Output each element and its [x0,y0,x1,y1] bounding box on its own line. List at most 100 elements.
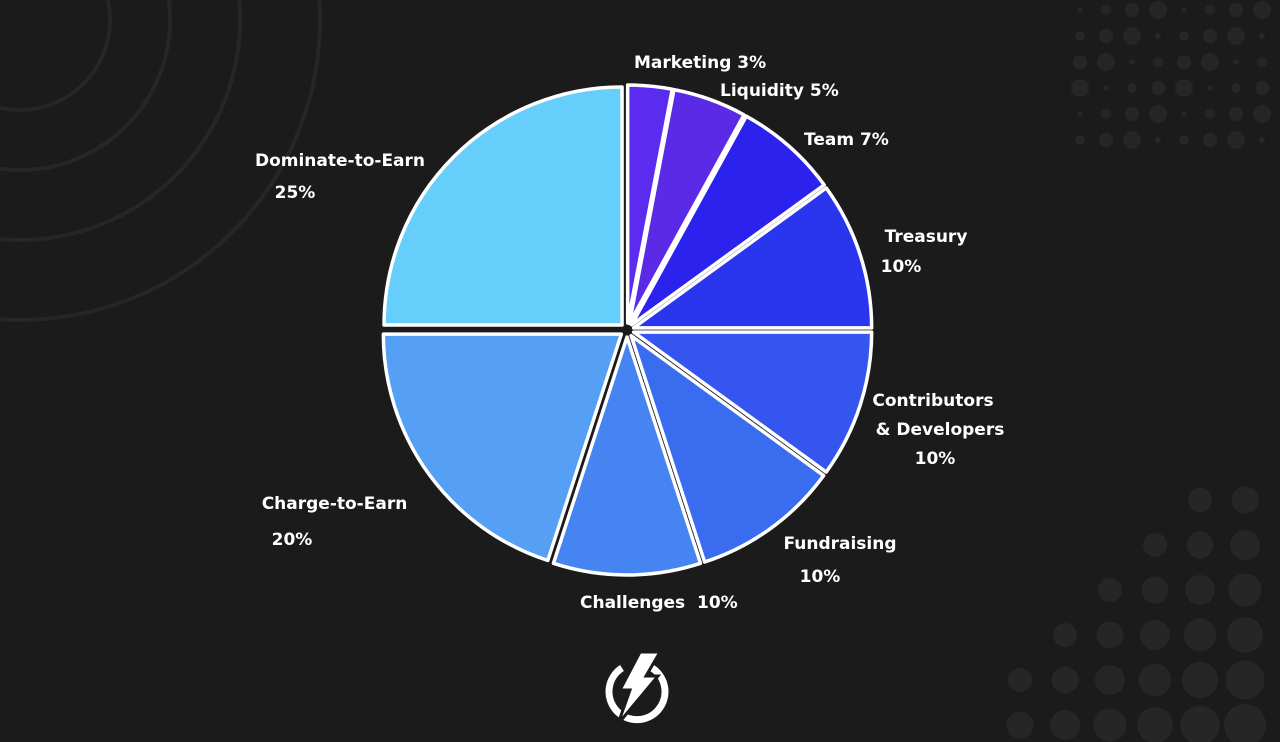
decor-dot [1205,109,1215,119]
decor-dot [1179,135,1189,145]
decor-dot [1149,1,1167,19]
label-contributors-name2: & Developers [875,420,1005,440]
decor-dot [1127,83,1137,93]
label-liquidity: Liquidity 5% [720,81,839,101]
decor-dot [1051,666,1079,694]
decor-dot [1183,618,1217,652]
label-fundraising-name: Fundraising [783,534,897,554]
decor-dot [1075,135,1085,145]
decor-dot [1255,81,1269,95]
label-team: Team 7% [804,130,889,150]
decor-dot [1259,137,1265,143]
decor-dot [1181,7,1187,13]
pie-slice-fundraising [629,333,826,564]
decor-dot [1153,57,1163,67]
decor-dot [1231,83,1241,93]
decor-dot [1227,617,1263,653]
decor-dot [1229,3,1243,17]
decor-dot [1205,5,1215,15]
label-charge-name-text: Charge-to-Earn [261,494,408,514]
label-contributors-name: Contributors [872,391,994,411]
decor-dot [1186,531,1214,559]
decor-dot [1129,59,1135,65]
decor-dot [1096,621,1124,649]
decor-dot [1125,3,1139,17]
decor-dot [1203,133,1217,147]
decor-dot [1099,133,1113,147]
pie-slice-liquidity [627,87,746,326]
decor-dot [1137,707,1173,742]
decor-dot [1228,573,1262,607]
decor-dot [1140,620,1170,650]
label-treasury: Treasury 10% [866,222,986,282]
decor-dot [1231,486,1259,514]
pie-slice-contributors-developers [631,330,874,474]
pie-slice-marketing [625,83,675,325]
label-charge-pct: 20% [271,530,313,550]
decor-dot [1075,31,1085,41]
decor-dot [1180,705,1220,742]
label-dominate-name: Dominate-to-Earn [254,151,426,171]
decor-dot [1233,59,1239,65]
decor-dot [1155,33,1161,39]
decor-dot [1175,79,1193,97]
decor-dot [1253,1,1271,19]
decor-dot [1201,53,1219,71]
label-dominate-pct: 25% [274,183,316,203]
lightning-logo-icon [605,650,669,725]
decor-dot [1093,708,1127,742]
pie-slice-team [629,114,826,327]
decor-dot [1073,55,1087,69]
decor-dot [1006,711,1034,739]
label-challenges: Challenges 10% [580,593,738,613]
decor-dot [1149,105,1167,123]
decor-dot [1203,29,1217,43]
decor-dot [1098,578,1122,602]
pie-slice-treasury [631,186,874,330]
label-fundraising-pct: 10% [799,567,841,587]
decor-dot [1259,33,1265,39]
decor-dot [1179,31,1189,41]
decor-dot [1227,27,1245,45]
label-contributors: Contributors & Developers 10% [870,387,1010,474]
decor-dot [1185,575,1215,605]
decor-dot [1077,111,1083,117]
decor-dot [1151,81,1165,95]
pie-slice-charge-to-earn [381,332,624,563]
pie-slice-challenges [551,335,703,577]
decor-dot [1103,85,1109,91]
decor-dot [1008,668,1032,692]
decor-dot [1253,105,1271,123]
decor-dot [1143,533,1167,557]
decor-dot [1257,57,1267,67]
decor-dot [1182,662,1218,698]
decor-dot [1138,663,1172,697]
label-contributors-pct: 10% [914,449,956,469]
decor-dot [1229,107,1243,121]
label-fundraising: Fundraising 10% [780,528,900,594]
decor-dot [1125,107,1139,121]
decor-dot [1050,710,1080,740]
pie-slice-dominate-to-earn [382,85,624,327]
decor-dot [1101,5,1111,15]
decor-dot [1123,27,1141,45]
decor-dot [1097,53,1115,71]
label-treasury-pct: 10% [880,257,922,277]
decor-dot [1181,111,1187,117]
decor-dot [1123,131,1141,149]
label-dominate: Dominate-to-Earn 25% [245,145,435,209]
decor-dot [1225,660,1265,700]
decor-dot [1207,85,1213,91]
decor-dot [1227,131,1245,149]
decor-dot [1077,7,1083,13]
decor-dot [1071,79,1089,97]
decor-dot [1230,530,1260,560]
decor-dot [1053,623,1077,647]
decor-dot [1188,488,1212,512]
decor-dot [1141,576,1169,604]
decor-dot [1177,55,1191,69]
decor-dot [1155,137,1161,143]
